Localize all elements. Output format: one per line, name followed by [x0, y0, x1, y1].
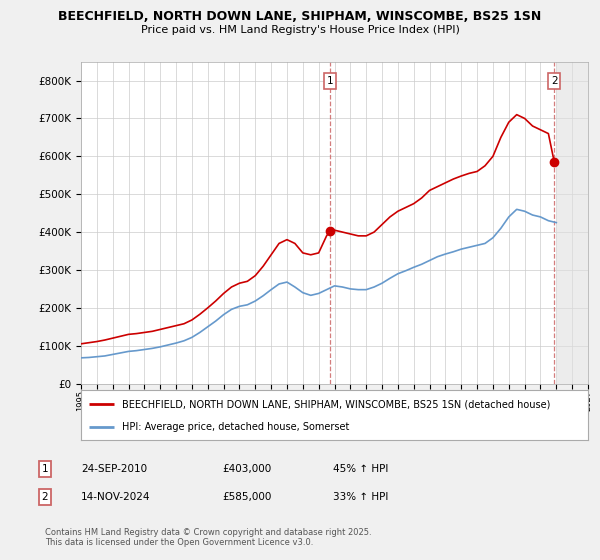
Text: Price paid vs. HM Land Registry's House Price Index (HPI): Price paid vs. HM Land Registry's House … — [140, 25, 460, 35]
Text: 14-NOV-2024: 14-NOV-2024 — [81, 492, 151, 502]
Text: 1: 1 — [41, 464, 49, 474]
Polygon shape — [556, 62, 588, 384]
Text: HPI: Average price, detached house, Somerset: HPI: Average price, detached house, Some… — [122, 422, 349, 432]
Text: 1: 1 — [327, 76, 334, 86]
Text: Contains HM Land Registry data © Crown copyright and database right 2025.
This d: Contains HM Land Registry data © Crown c… — [45, 528, 371, 547]
Text: 2: 2 — [41, 492, 49, 502]
Text: BEECHFIELD, NORTH DOWN LANE, SHIPHAM, WINSCOMBE, BS25 1SN (detached house): BEECHFIELD, NORTH DOWN LANE, SHIPHAM, WI… — [122, 399, 550, 409]
Text: 24-SEP-2010: 24-SEP-2010 — [81, 464, 147, 474]
Text: £585,000: £585,000 — [222, 492, 271, 502]
Text: BEECHFIELD, NORTH DOWN LANE, SHIPHAM, WINSCOMBE, BS25 1SN: BEECHFIELD, NORTH DOWN LANE, SHIPHAM, WI… — [58, 10, 542, 23]
Text: 2: 2 — [551, 76, 557, 86]
Text: £403,000: £403,000 — [222, 464, 271, 474]
Text: 33% ↑ HPI: 33% ↑ HPI — [333, 492, 388, 502]
Text: 45% ↑ HPI: 45% ↑ HPI — [333, 464, 388, 474]
